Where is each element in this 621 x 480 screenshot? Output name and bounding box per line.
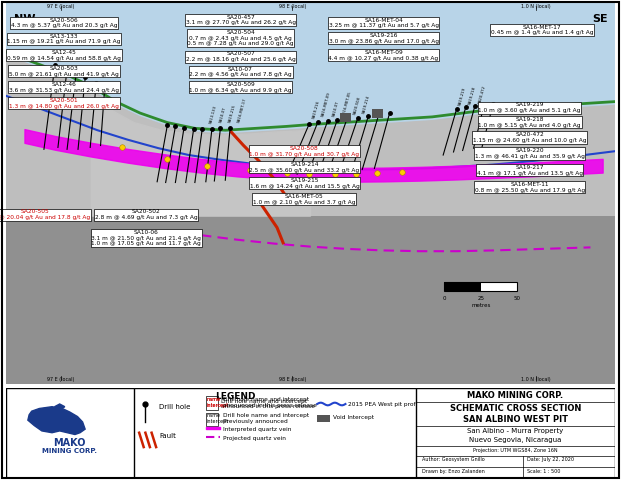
Text: Nuevo Segovia, Nicaragua: Nuevo Segovia, Nicaragua bbox=[469, 437, 561, 443]
Text: SA16-MET-09
4.4 m @ 10.27 g/t Au and 0.38 g/t Ag: SA16-MET-09 4.4 m @ 10.27 g/t Au and 0.3… bbox=[329, 50, 438, 60]
Polygon shape bbox=[55, 404, 65, 408]
Text: LEGEND: LEGEND bbox=[215, 392, 255, 401]
Text: MINING CORP.: MINING CORP. bbox=[42, 448, 97, 454]
Text: MAKO: MAKO bbox=[53, 438, 86, 448]
Text: 1.0 N (local): 1.0 N (local) bbox=[521, 4, 550, 9]
Text: SA20-502
2.8 m @ 4.69 g/t Au and 7.3 g/t Ag: SA20-502 2.8 m @ 4.69 g/t Au and 7.3 g/t… bbox=[95, 209, 197, 220]
Text: NW: NW bbox=[14, 14, 35, 24]
Text: SA13-133
1.15 m @ 19.21 g/t Au and 71.9 g/t Ag: SA13-133 1.15 m @ 19.21 g/t Au and 71.9 … bbox=[7, 34, 120, 45]
Text: SA16-MET-05
1.0 m @ 2.10 g/t Au and 3.7 g/t Ag: SA16-MET-05 1.0 m @ 2.10 g/t Au and 3.7 … bbox=[253, 194, 356, 205]
Text: SA20-457
3.1 m @ 27.70 g/t Au and 26.2 g/t Ag: SA20-457 3.1 m @ 27.70 g/t Au and 26.2 g… bbox=[186, 14, 296, 25]
Text: 50: 50 bbox=[514, 296, 521, 301]
Text: SA16-MET-17
0.45 m @ 1.4 g/t Au and 1.4 g/t Ag: SA16-MET-17 0.45 m @ 1.4 g/t Au and 1.4 … bbox=[491, 24, 593, 36]
Text: SA19-215
1.6 m @ 14.24 g/t Au and 15.5 g/t Ag: SA19-215 1.6 m @ 14.24 g/t Au and 15.5 g… bbox=[250, 178, 360, 189]
Text: Scale: 1 : 500: Scale: 1 : 500 bbox=[527, 468, 561, 474]
Text: SA20-501
1.3 m @ 14.80 g/t Au and 26.0 g/t Ag: SA20-501 1.3 m @ 14.80 g/t Au and 26.0 g… bbox=[9, 98, 119, 108]
Text: SA16-MET-05: SA16-MET-05 bbox=[342, 90, 352, 116]
Text: SA20-508: SA20-508 bbox=[352, 96, 361, 115]
Text: Projection: UTM WGS84, Zone 16N: Projection: UTM WGS84, Zone 16N bbox=[473, 448, 558, 453]
Text: SA19-218
1.0 m @ 5.15 g/t Au and 4.0 g/t Ag: SA19-218 1.0 m @ 5.15 g/t Au and 4.0 g/t… bbox=[478, 117, 581, 128]
Text: SA10-06
3.1 m @ 21.50 g/t Au and 21.4 g/t Ag
1.0 m @ 17.05 g/t Au and 11.7 g/t A: SA10-06 3.1 m @ 21.50 g/t Au and 21.4 g/… bbox=[91, 230, 201, 246]
Text: Void Intercept: Void Intercept bbox=[333, 415, 374, 420]
Text: Drawn by: Enzo Zalanden: Drawn by: Enzo Zalanden bbox=[422, 468, 485, 474]
Text: SA19-214: SA19-214 bbox=[362, 95, 371, 115]
Text: Drill hole name and intercept
announced in this press release: Drill hole name and intercept announced … bbox=[221, 398, 315, 409]
Text: 98 E (local): 98 E (local) bbox=[279, 4, 306, 9]
Text: SA16-MET-17: SA16-MET-17 bbox=[237, 97, 248, 123]
Text: 2015 PEA West pit profile: 2015 PEA West pit profile bbox=[348, 402, 423, 407]
Text: SA10-07: SA10-07 bbox=[219, 107, 227, 124]
Bar bbox=[6, 216, 615, 384]
Text: SA19-219: SA19-219 bbox=[458, 87, 467, 106]
Text: SA19-216
3.0 m @ 23.86 g/t Au and 17.0 g/t Ag: SA19-216 3.0 m @ 23.86 g/t Au and 17.0 g… bbox=[329, 33, 438, 44]
Bar bbox=[206, 412, 219, 426]
Text: 0: 0 bbox=[443, 296, 446, 301]
Bar bbox=[445, 282, 481, 291]
Text: name
intercept: name intercept bbox=[207, 413, 229, 424]
Bar bbox=[206, 396, 219, 410]
Polygon shape bbox=[6, 56, 615, 384]
Text: SA19-219
1.0 m @ 3.60 g/t Au and 5.1 g/t Ag: SA19-219 1.0 m @ 3.60 g/t Au and 5.1 g/t… bbox=[478, 102, 581, 113]
Text: SA19-215: SA19-215 bbox=[228, 104, 237, 123]
Text: Author: Geosystem Gnillo: Author: Geosystem Gnillo bbox=[422, 457, 485, 462]
Text: Interpreted quartz vein: Interpreted quartz vein bbox=[222, 427, 291, 432]
Text: Drill hole name and intercept
announced in this press release: Drill hole name and intercept announced … bbox=[222, 397, 316, 408]
Text: Date: July 22, 2020: Date: July 22, 2020 bbox=[527, 457, 574, 462]
Polygon shape bbox=[91, 90, 310, 216]
Text: name
intercept: name intercept bbox=[207, 397, 229, 408]
Text: SA12-45
0.59 m @ 14.54 g/t Au and 58.8 g/t Ag: SA12-45 0.59 m @ 14.54 g/t Au and 58.8 g… bbox=[7, 50, 121, 60]
Text: SA20-472: SA20-472 bbox=[478, 85, 486, 104]
Text: 1.0 N (local): 1.0 N (local) bbox=[521, 377, 550, 382]
Text: SA20-505
2.3 m @ 20.04 g/t Au and 17.8 g/t Ag: SA20-505 2.3 m @ 20.04 g/t Au and 17.8 g… bbox=[0, 209, 91, 220]
Text: SA20-509
1.0 m @ 6.34 g/t Au and 9.9 g/t Ag: SA20-509 1.0 m @ 6.34 g/t Au and 9.9 g/t… bbox=[189, 82, 292, 93]
Bar bbox=[340, 113, 351, 122]
Text: MAKO MINING CORP.: MAKO MINING CORP. bbox=[468, 391, 563, 400]
Bar bbox=[372, 109, 383, 119]
Text: SA13-133: SA13-133 bbox=[209, 105, 217, 124]
Text: SA16-MET-04
3.25 m @ 11.37 g/t Au and 5.7 g/t Ag: SA16-MET-04 3.25 m @ 11.37 g/t Au and 5.… bbox=[329, 18, 438, 28]
Text: SA20-472
1.15 m @ 24.60 g/t Au and 10.0 g/t Ag: SA20-472 1.15 m @ 24.60 g/t Au and 10.0 … bbox=[473, 132, 586, 143]
Text: 97 E (local): 97 E (local) bbox=[47, 377, 75, 382]
Text: 98 E (local): 98 E (local) bbox=[279, 377, 306, 382]
Text: Drill hole: Drill hole bbox=[159, 404, 190, 410]
Text: SA20-504
0.7 m @ 2.43 g/t Au and 4.5 g/t Ag
0.5 m @ 7.28 g/t Au and 29.0 g/t Ag: SA20-504 0.7 m @ 2.43 g/t Au and 4.5 g/t… bbox=[188, 30, 294, 47]
Text: SA19-214
2.5 m @ 35.60 g/t Au and 33.2 g/t Ag: SA19-214 2.5 m @ 35.60 g/t Au and 33.2 g… bbox=[250, 162, 360, 173]
Text: SA16-MET-09: SA16-MET-09 bbox=[321, 92, 332, 118]
Text: SA10-07
2.2 m @ 4.56 g/t Au and 7.8 g/t Ag: SA10-07 2.2 m @ 4.56 g/t Au and 7.8 g/t … bbox=[189, 67, 292, 77]
Bar bbox=[317, 415, 330, 422]
Text: SA20-506
4.3 m @ 5.37 g/t Au and 20.3 g/t Ag: SA20-506 4.3 m @ 5.37 g/t Au and 20.3 g/… bbox=[11, 18, 117, 28]
Text: San Albino - Murra Property: San Albino - Murra Property bbox=[468, 428, 563, 434]
Text: SA19-218: SA19-218 bbox=[468, 86, 477, 106]
Text: SA20-508
1.0 m @ 31.70 g/t Au and 30.7 g/t Ag: SA20-508 1.0 m @ 31.70 g/t Au and 30.7 g… bbox=[250, 146, 360, 156]
Text: SCHEMATIC CROSS SECTION: SCHEMATIC CROSS SECTION bbox=[450, 404, 581, 413]
Text: 25: 25 bbox=[478, 296, 484, 301]
Text: SA20-503
5.0 m @ 21.61 g/t Au and 41.9 g/t Ag: SA20-503 5.0 m @ 21.61 g/t Au and 41.9 g… bbox=[9, 66, 119, 76]
Text: Projected quartz vein: Projected quartz vein bbox=[222, 435, 286, 441]
Text: name
intercept: name intercept bbox=[207, 397, 229, 408]
Polygon shape bbox=[28, 407, 85, 434]
Text: SA12-46
3.6 m @ 31.53 g/t Au and 24.4 g/t Ag: SA12-46 3.6 m @ 31.53 g/t Au and 24.4 g/… bbox=[9, 82, 119, 93]
Text: 97 E (local): 97 E (local) bbox=[47, 4, 75, 9]
Text: Fault: Fault bbox=[159, 433, 176, 439]
Bar bbox=[445, 282, 517, 291]
Text: SA19-220
1.3 m @ 46.41 g/t Au and 35.9 g/t Ag: SA19-220 1.3 m @ 46.41 g/t Au and 35.9 g… bbox=[474, 148, 584, 159]
Text: SA20-507
2.2 m @ 18.16 g/t Au and 25.6 g/t Ag: SA20-507 2.2 m @ 18.16 g/t Au and 25.6 g… bbox=[186, 51, 296, 62]
Text: metres: metres bbox=[471, 303, 491, 308]
Text: SA19-216: SA19-216 bbox=[312, 99, 321, 119]
Text: SE: SE bbox=[592, 14, 607, 24]
Text: SA19-217
4.1 m @ 17.1 g/t Au and 13.5 g/t Ag: SA19-217 4.1 m @ 17.1 g/t Au and 13.5 g/… bbox=[476, 165, 582, 176]
Text: SAN ALBINO WEST PIT: SAN ALBINO WEST PIT bbox=[463, 415, 568, 424]
Text: SA10-07: SA10-07 bbox=[332, 100, 340, 117]
Text: SA16-MET-11
0.8 m @ 25.50 g/t Au and 17.9 g/t Ag: SA16-MET-11 0.8 m @ 25.50 g/t Au and 17.… bbox=[474, 182, 584, 192]
Text: Drill hole name and intercept
Previously announced: Drill hole name and intercept Previously… bbox=[222, 413, 309, 424]
